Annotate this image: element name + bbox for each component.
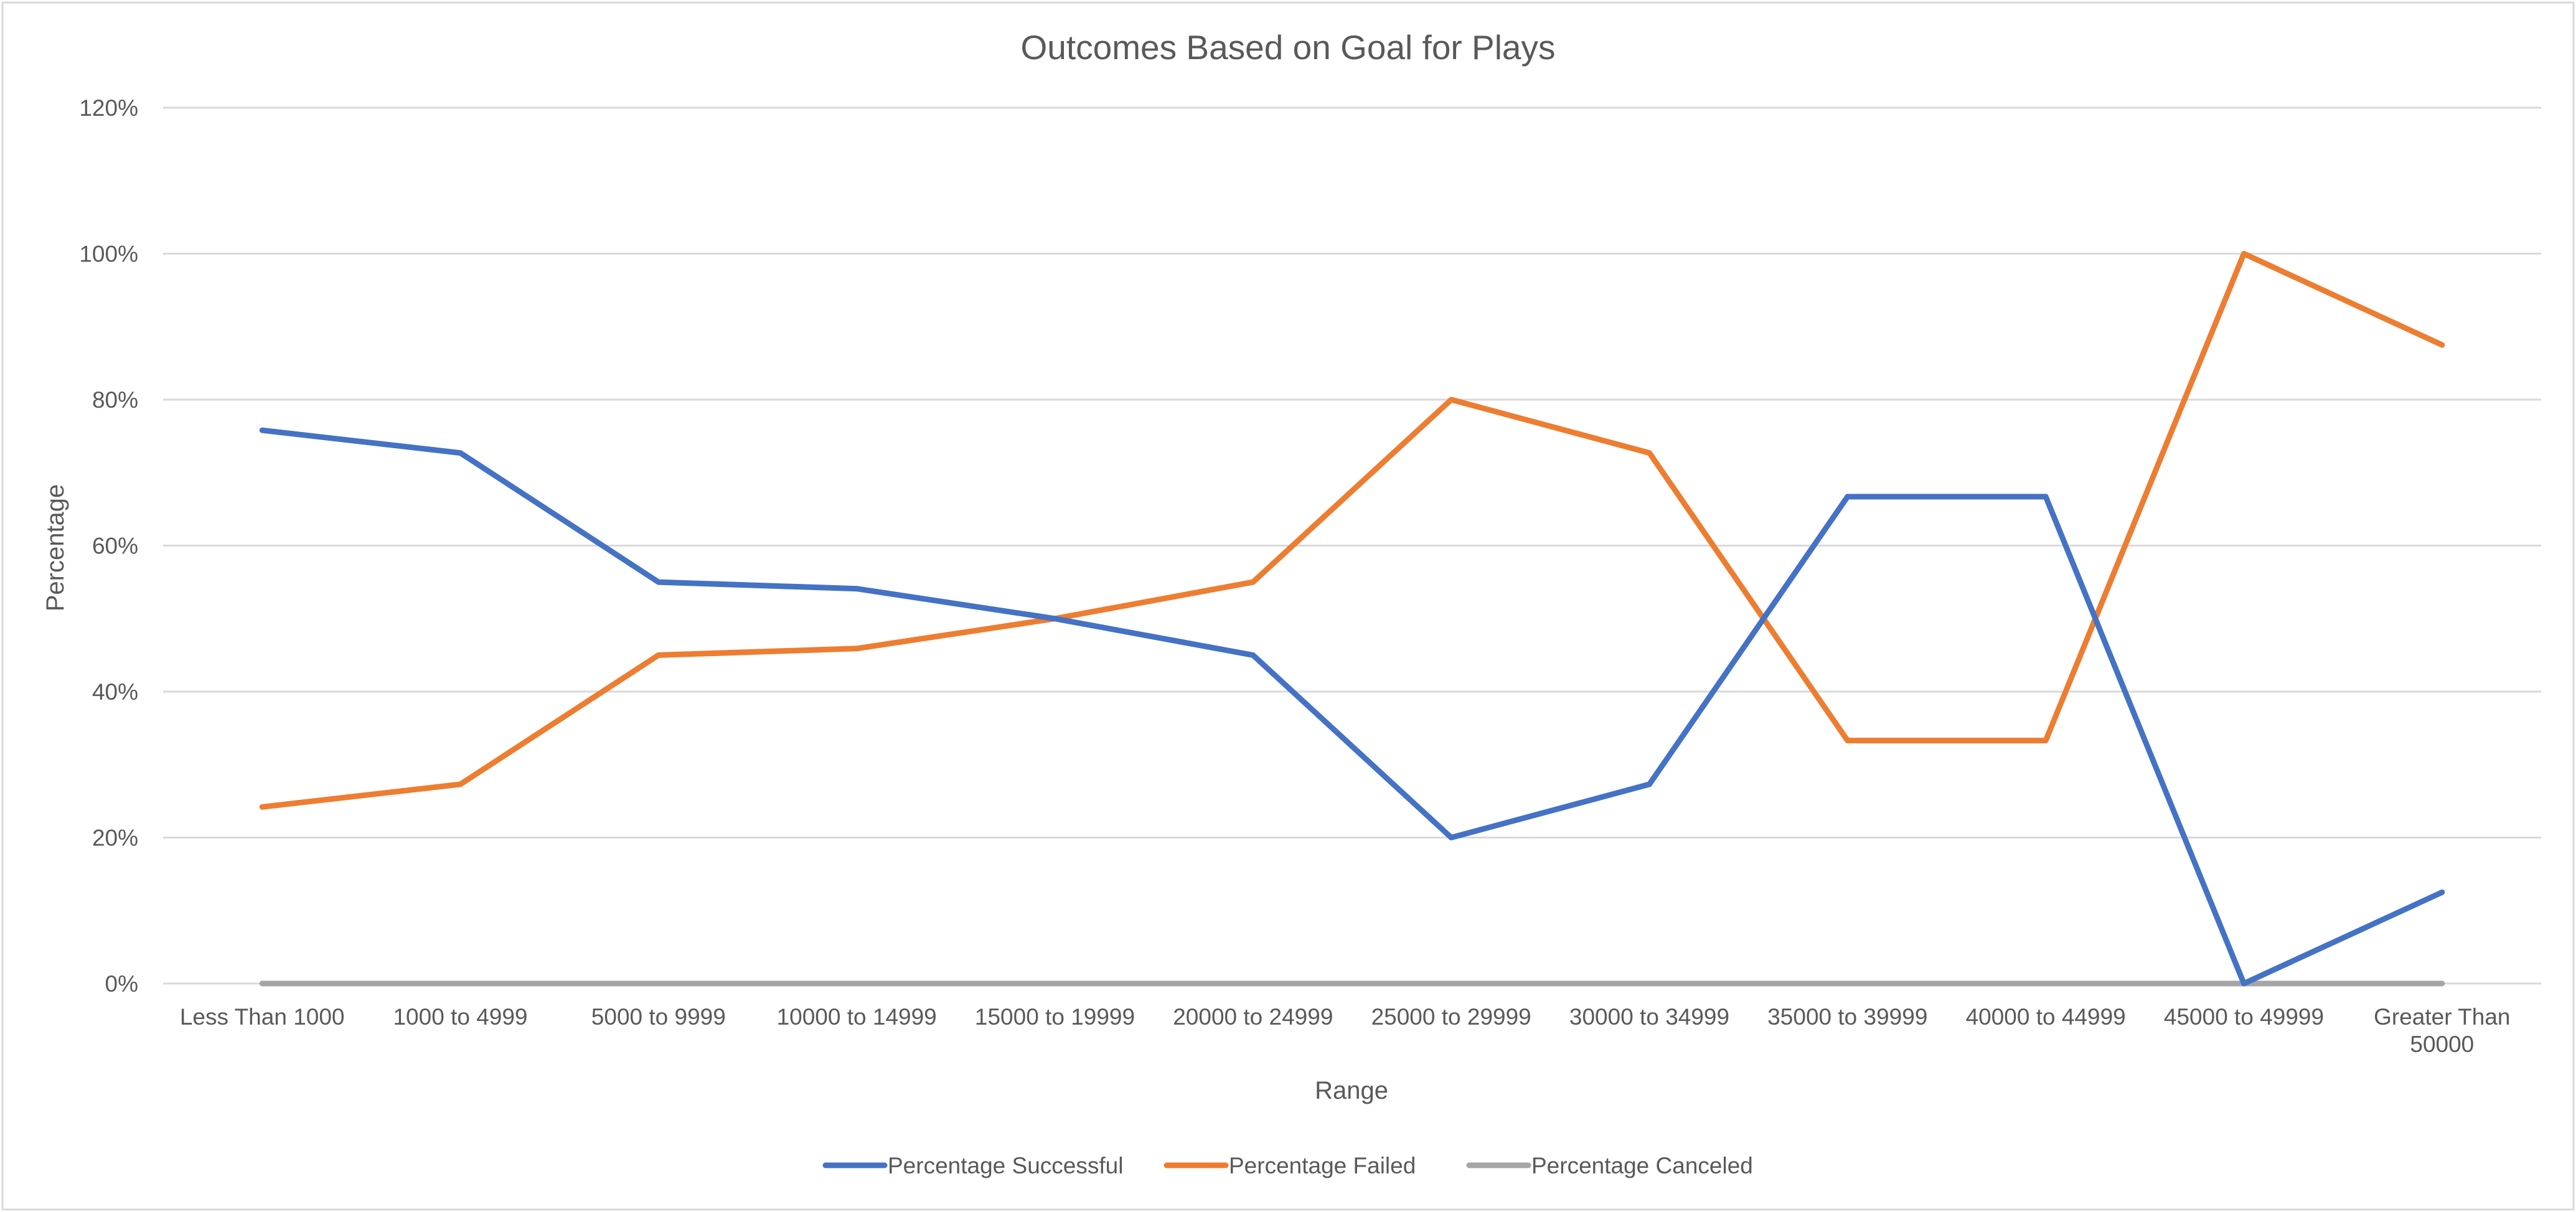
y-tick-label: 20%	[92, 825, 138, 851]
x-tick-label: 25000 to 29999	[1371, 1004, 1531, 1030]
x-tick-label: Less Than 1000	[180, 1004, 345, 1030]
y-tick-label: 40%	[92, 679, 138, 705]
series-line-0	[259, 427, 2445, 987]
x-tick-label: Greater Than 50000	[2374, 1004, 2510, 1057]
x-tick-label: 45000 to 49999	[2164, 1004, 2324, 1030]
series-lines	[259, 251, 2445, 987]
x-tick-label: 30000 to 34999	[1569, 1004, 1729, 1030]
y-axis-ticks: 0% 20% 40% 60% 80% 100% 120%	[79, 95, 138, 997]
legend: Percentage Successful Percentage Failed Pe…	[822, 1153, 1753, 1178]
legend-label: Percentage Failed	[1229, 1153, 1416, 1178]
y-tick-label: 120%	[79, 95, 138, 121]
legend-label: Percentage Canceled	[1531, 1153, 1753, 1178]
x-tick-label: 35000 to 39999	[1767, 1004, 1927, 1030]
chart-title: Outcomes Based on Goal for Plays	[1020, 28, 1555, 67]
x-axis-ticks: Less Than 1000 1000 to 4999 5000 to 9999 10…	[180, 1004, 2511, 1057]
y-axis-title: Percentage	[42, 484, 69, 612]
x-axis-title: Range	[1315, 1077, 1388, 1104]
y-tick-label: 60%	[92, 533, 138, 559]
x-tick-label: 15000 to 19999	[975, 1004, 1135, 1030]
legend-label: Percentage Successful	[888, 1153, 1123, 1178]
y-tick-label: 0%	[105, 971, 138, 997]
y-tick-label: 80%	[92, 387, 138, 413]
x-tick-label: 40000 to 44999	[1966, 1004, 2126, 1030]
x-tick-label: 5000 to 9999	[591, 1004, 726, 1030]
x-tick-label: 20000 to 24999	[1173, 1004, 1333, 1030]
x-tick-label: 10000 to 14999	[777, 1004, 937, 1030]
x-tick-label: 1000 to 4999	[393, 1004, 527, 1030]
y-tick-label: 100%	[79, 242, 138, 267]
series-line-1	[259, 251, 2445, 810]
